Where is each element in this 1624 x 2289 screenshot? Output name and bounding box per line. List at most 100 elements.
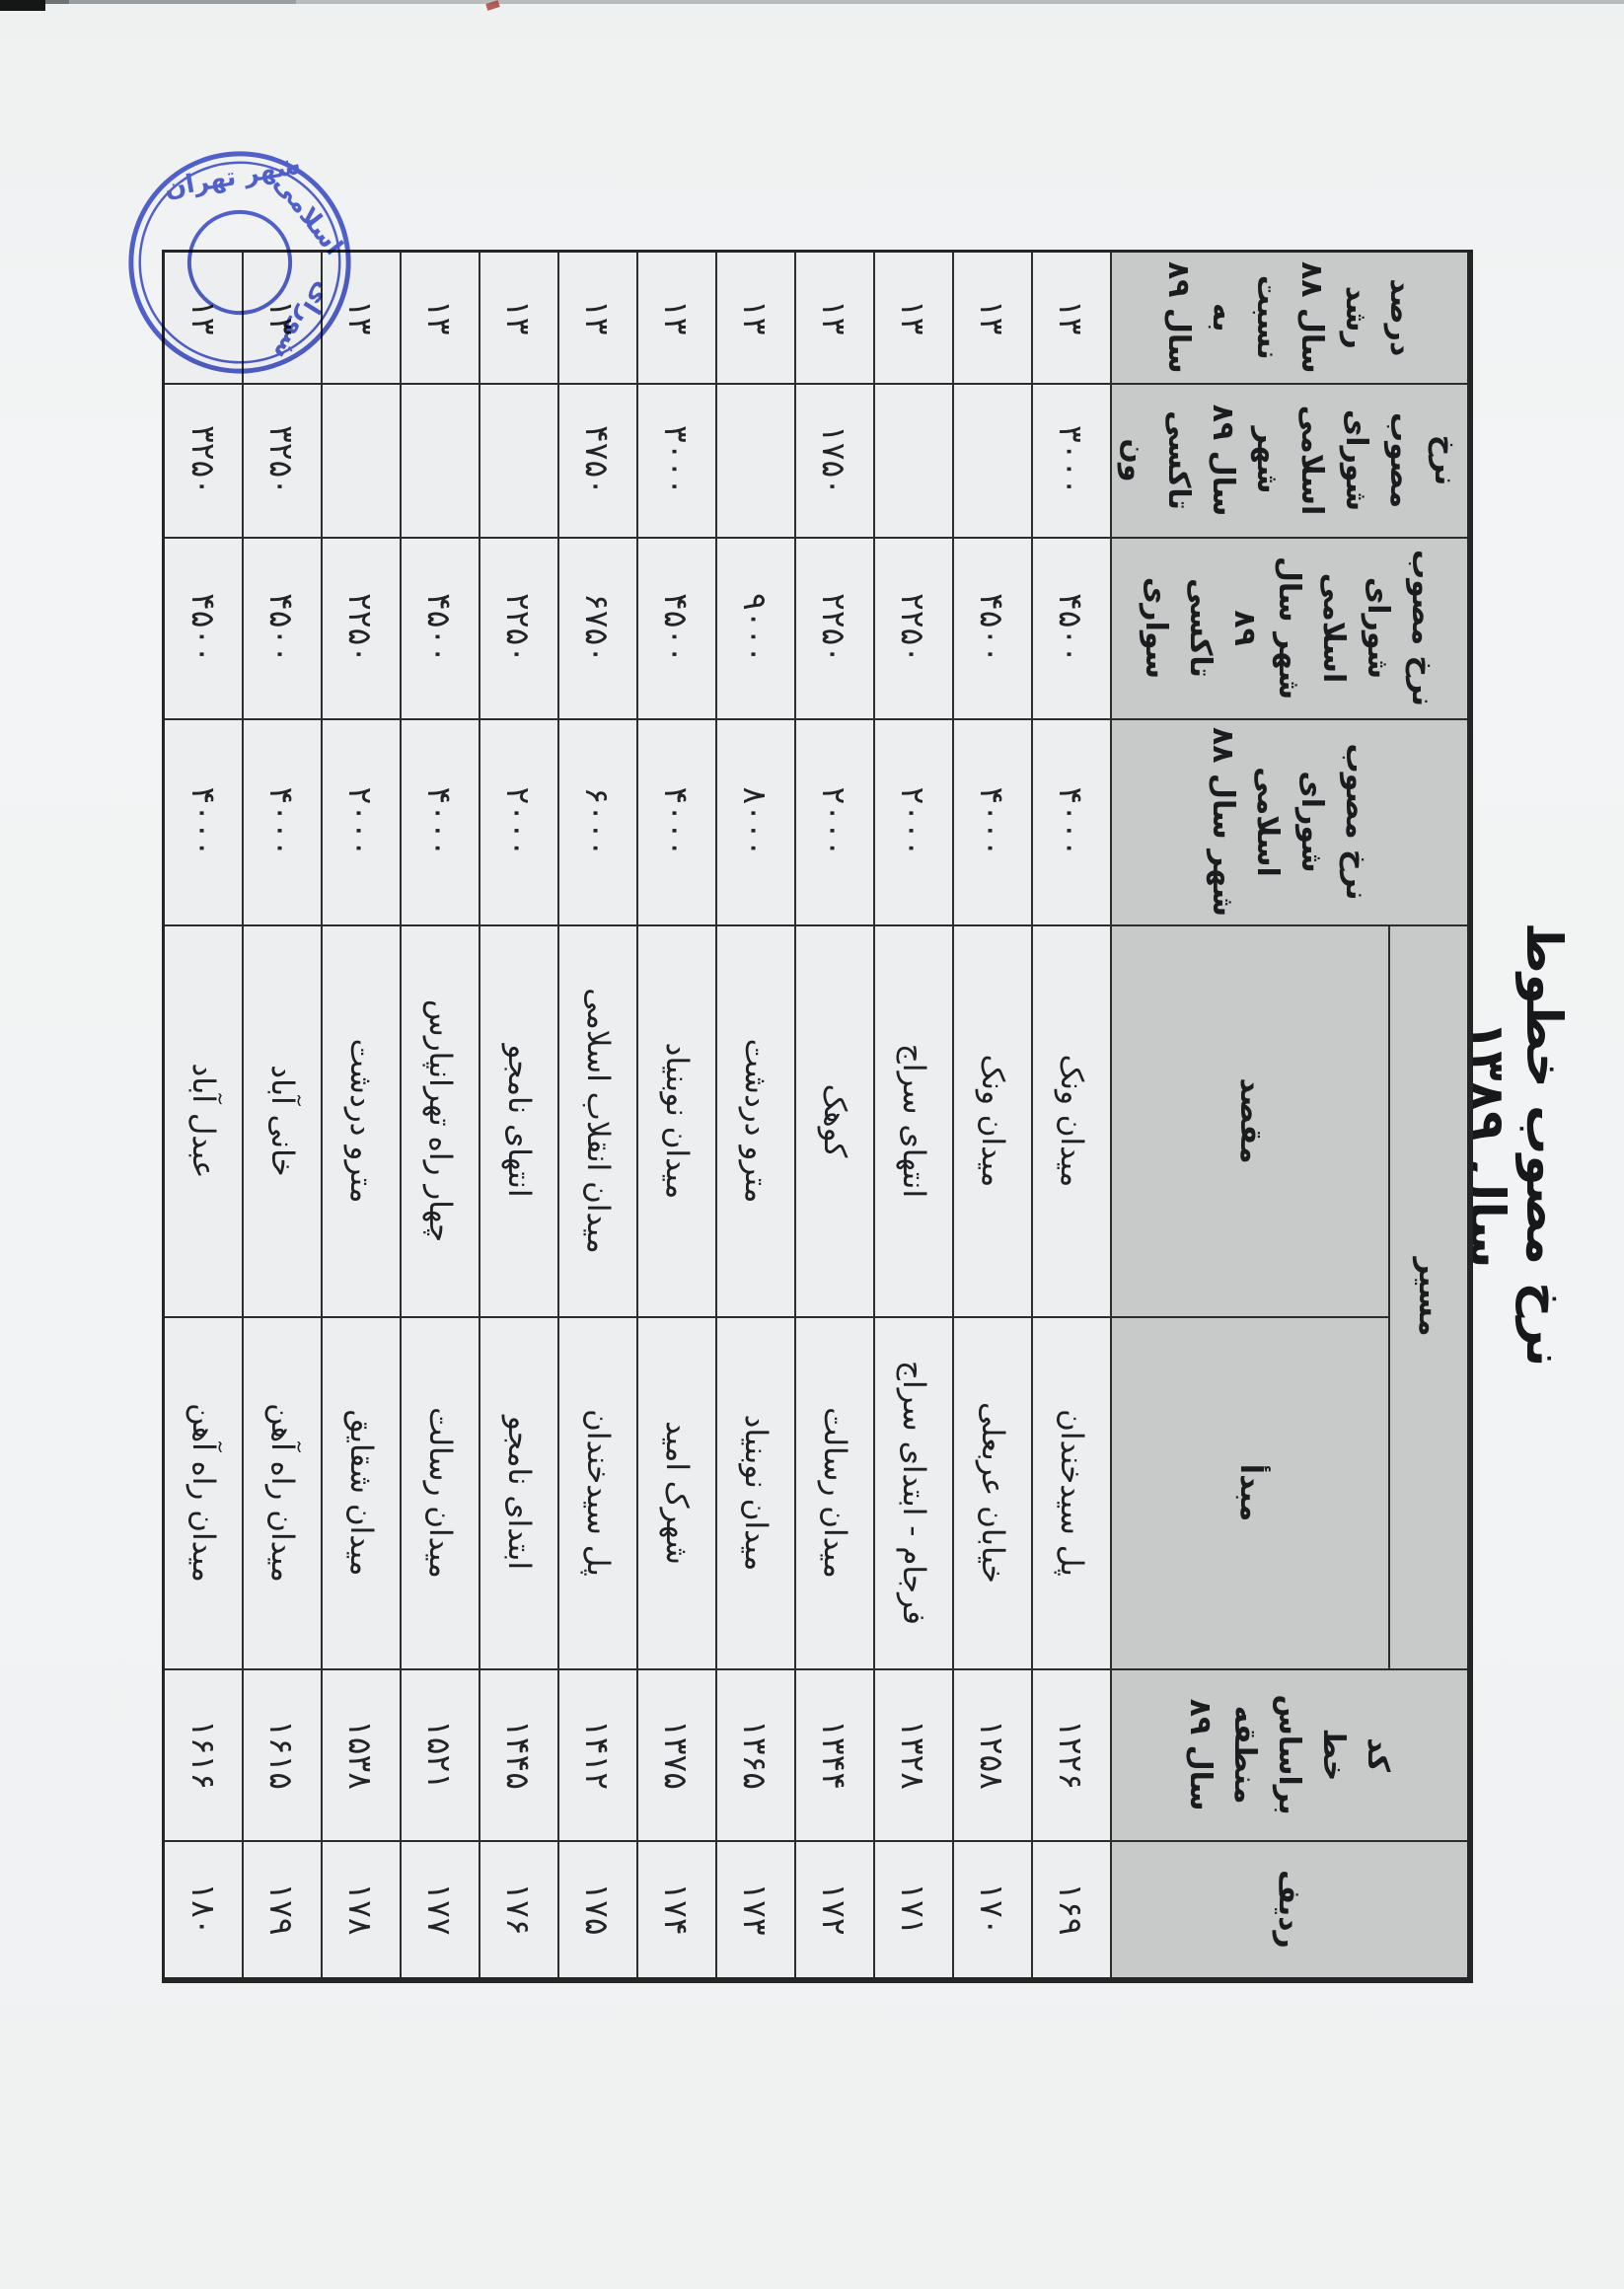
header-rate-88: نرخ مصوب شورای اسلامی شهر سال ۸۸ (1111, 718, 1470, 925)
destination-cell: میدان ونک (953, 924, 1032, 1317)
line-code-cell: ۱۲۲۶ (1032, 1668, 1111, 1841)
table-row: ۱۷۶ ۱۴۴۵ ابتدای نامجو انتهای نامجو ۲۰۰۰ … (480, 251, 558, 1980)
rate-88-cell: ۴۰۰۰ (637, 718, 716, 925)
rate-89-van-cell (480, 383, 558, 538)
growth-percent-cell: ۱۳ (1032, 251, 1111, 384)
line-code-cell: ۱۵۲۱ (401, 1668, 480, 1841)
rate-88-cell: ۶۰۰۰ (558, 718, 637, 925)
rate-89-sedan-cell: ۴۵۰۰ (243, 537, 322, 719)
row-number-cell: ۱۷۷ (401, 1840, 480, 1980)
line-code-cell: ۱۴۴۵ (480, 1668, 558, 1841)
rate-89-van-cell: ۳۰۰۰ (637, 383, 716, 538)
origin-cell: میدان شقایق (322, 1316, 401, 1669)
destination-cell: انتهای سراج (874, 924, 953, 1317)
stamp-outer-ring (128, 151, 351, 374)
destination-cell: میدان ونک (1032, 924, 1111, 1317)
table-row: ۱۷۹ ۱۶۱۵ میدان راه آهن خانی آباد ۴۰۰۰ ۴۵… (243, 251, 322, 1980)
rate-89-sedan-cell: ۲۲۵۰ (795, 537, 874, 719)
growth-percent-cell: ۱۳ (480, 251, 558, 384)
rate-89-sedan-cell: ۲۲۵۰ (480, 537, 558, 719)
row-number-cell: ۱۷۹ (243, 1840, 322, 1980)
line-code-cell: ۱۳۲۸ (874, 1668, 953, 1841)
rate-88-cell: ۴۰۰۰ (164, 718, 243, 925)
origin-cell: میدان نوبنیاد (716, 1316, 795, 1669)
destination-cell: عبدل آباد (164, 924, 243, 1317)
header-line-code: کد خط براساس منطقه سال ۸۹ (1111, 1668, 1470, 1841)
line-code-cell: ۱۲۵۸ (953, 1668, 1032, 1841)
header-row-number: رديف (1111, 1840, 1470, 1980)
line-code-cell: ۱۵۳۸ (322, 1668, 401, 1841)
rate-89-sedan-cell: ۲۲۵۰ (874, 537, 953, 719)
rate-88-cell: ۲۰۰۰ (874, 718, 953, 925)
rate-89-sedan-cell: ۹۰۰۰ (716, 537, 795, 719)
origin-cell: پل سیدخندان (558, 1316, 637, 1669)
rate-89-van-cell (322, 383, 401, 538)
rate-88-cell: ۴۰۰۰ (953, 718, 1032, 925)
rate-89-sedan-cell: ۴۵۰۰ (1032, 537, 1111, 719)
rate-89-van-cell (401, 383, 480, 538)
rate-89-van-cell: ۳۰۰۰ (1032, 383, 1111, 538)
table-row: ۱۷۰ ۱۲۵۸ خیابان عربعلی میدان ونک ۴۰۰۰ ۴۵… (953, 251, 1032, 1980)
line-code-cell: ۱۶۱۵ (243, 1668, 322, 1841)
rate-89-sedan-cell: ۴۵۰۰ (164, 537, 243, 719)
rate-89-sedan-cell: ۲۲۵۰ (322, 537, 401, 719)
row-number-cell: ۱۷۴ (637, 1840, 716, 1980)
table-header: رديف کد خط براساس منطقه سال ۸۹ مسير نرخ … (1111, 251, 1470, 1980)
line-code-cell: ۱۳۶۵ (716, 1668, 795, 1841)
header-rate-89-van: نرخ مصوب شورای اسلامی شهر سال ۸۹ تاکسی و… (1111, 383, 1470, 538)
destination-cell: خانی آباد (243, 924, 322, 1317)
page-title: نرخ مصوب خطوط سال ۱۳۸۹ (1458, 922, 1573, 1367)
rate-89-van-cell (716, 383, 795, 538)
table-row: ۱۷۳ ۱۳۶۵ میدان نوبنیاد مترو دردشت ۸۰۰۰ ۹… (716, 251, 795, 1980)
origin-cell: میدان رسالت (401, 1316, 480, 1669)
scanner-corner-artifact (0, 0, 45, 11)
stamp-inner-ring (186, 209, 293, 316)
growth-percent-cell: ۱۳ (558, 251, 637, 384)
header-route: مسير (1389, 924, 1470, 1669)
rate-89-van-cell (953, 383, 1032, 538)
origin-cell: میدان رسالت (795, 1316, 874, 1669)
row-number-cell: ۱۷۰ (953, 1840, 1032, 1980)
origin-cell: میدان راه آهن (243, 1316, 322, 1669)
growth-percent-cell: ۱۳ (874, 251, 953, 384)
header-rate-89-sedan: نرخ مصوب شورای اسلامی شهر سال ۸۹ تاکسی س… (1111, 537, 1470, 719)
rate-88-cell: ۴۰۰۰ (401, 718, 480, 925)
rate-89-van-cell: ۴۷۵۰ (558, 383, 637, 538)
rate-88-cell: ۴۰۰۰ (243, 718, 322, 925)
row-number-cell: ۱۶۹ (1032, 1840, 1111, 1980)
row-number-cell: ۱۷۳ (716, 1840, 795, 1980)
origin-cell: میدان راه آهن (164, 1316, 243, 1669)
rate-89-van-cell: ۳۲۵۰ (243, 383, 322, 538)
origin-cell: شهرک امید (637, 1316, 716, 1669)
table-row: ۱۷۸ ۱۵۳۸ میدان شقایق مترو دردشت ۲۰۰۰ ۲۲۵… (322, 251, 401, 1980)
rate-88-cell: ۲۰۰۰ (322, 718, 401, 925)
row-number-cell: ۱۷۶ (480, 1840, 558, 1980)
destination-cell: انتهای نامجو (480, 924, 558, 1317)
header-destination: مقصد (1111, 924, 1390, 1317)
origin-cell: خیابان عربعلی (953, 1316, 1032, 1669)
table-row: ۱۸۰ ۱۶۱۶ میدان راه آهن عبدل آباد ۴۰۰۰ ۴۵… (164, 251, 243, 1980)
stamp-middle-ring (138, 161, 341, 364)
growth-percent-cell: ۱۳ (795, 251, 874, 384)
fare-table: رديف کد خط براساس منطقه سال ۸۹ مسير نرخ … (162, 250, 1473, 1983)
line-code-cell: ۱۳۷۵ (637, 1668, 716, 1841)
table-row: ۱۷۱ ۱۳۲۸ فرجام - ابتدای سراج انتهای سراج… (874, 251, 953, 1980)
row-number-cell: ۱۷۲ (795, 1840, 874, 1980)
rate-89-sedan-cell: ۶۷۵۰ (558, 537, 637, 719)
rate-88-cell: ۴۰۰۰ (1032, 718, 1111, 925)
rate-89-van-cell: ۳۲۵۰ (164, 383, 243, 538)
destination-cell: کوهک (795, 924, 874, 1317)
line-code-cell: ۱۳۴۴ (795, 1668, 874, 1841)
growth-percent-cell: ۱۳ (401, 251, 480, 384)
table-body: ۱۶۹ ۱۲۲۶ پل سیدخندان میدان ونک ۴۰۰۰ ۴۵۰۰… (164, 251, 1111, 1980)
rate-88-cell: ۲۰۰۰ (480, 718, 558, 925)
destination-cell: میدان نوبنیاد (637, 924, 716, 1317)
rate-89-sedan-cell: ۴۵۰۰ (637, 537, 716, 719)
header-growth-percent: درصد رشد سال ۸۸ نسبت به سال ۸۹ (1111, 251, 1470, 384)
origin-cell: پل سیدخندان (1032, 1316, 1111, 1669)
row-number-cell: ۱۷۵ (558, 1840, 637, 1980)
table-row: ۱۷۷ ۱۵۲۱ میدان رسالت چهار راه تهرانپارس … (401, 251, 480, 1980)
fare-table-container: رديف کد خط براساس منطقه سال ۸۹ مسير نرخ … (162, 250, 1473, 1983)
